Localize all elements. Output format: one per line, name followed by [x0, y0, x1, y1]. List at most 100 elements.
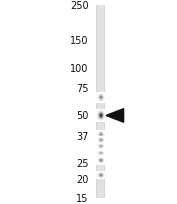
Bar [97, 114, 98, 115]
Bar [103, 113, 104, 114]
Bar [100, 114, 101, 115]
Bar [102, 118, 103, 119]
Bar [103, 121, 104, 122]
Bar [97, 101, 98, 102]
Bar [98, 95, 99, 96]
Text: 20: 20 [76, 174, 88, 184]
Text: 15: 15 [76, 193, 88, 203]
Bar [98, 112, 99, 113]
Bar [100, 116, 101, 117]
Bar [99, 93, 100, 94]
Bar [101, 120, 102, 121]
Bar [102, 97, 103, 98]
Bar [99, 113, 100, 114]
Bar [102, 98, 103, 99]
Bar [104, 116, 105, 117]
Bar [103, 100, 104, 101]
Bar [101, 117, 102, 118]
Bar [100, 112, 101, 113]
Bar [101, 110, 102, 111]
Bar [97, 6, 104, 198]
Bar [99, 117, 100, 118]
Bar [97, 115, 98, 116]
Bar [101, 113, 102, 114]
Bar [98, 102, 99, 103]
Bar [103, 101, 104, 102]
Bar [103, 119, 104, 120]
Bar [103, 116, 104, 117]
Bar [101, 93, 102, 94]
Bar [99, 98, 100, 99]
Bar [96, 120, 97, 121]
Text: 75: 75 [76, 83, 88, 93]
Bar [97, 116, 98, 117]
Bar [104, 102, 105, 103]
Bar [96, 114, 97, 115]
Bar [100, 98, 101, 99]
Bar [103, 96, 104, 97]
Bar [98, 94, 99, 95]
Bar [98, 96, 99, 97]
Text: 25: 25 [76, 158, 88, 168]
Bar [96, 97, 97, 98]
Bar [100, 117, 101, 118]
Bar [99, 115, 100, 116]
Bar [99, 97, 100, 98]
Bar [101, 97, 102, 98]
Bar [103, 111, 104, 112]
Bar [100, 102, 101, 103]
Bar [102, 100, 103, 101]
Bar [102, 121, 103, 122]
Bar [103, 98, 104, 99]
Bar [103, 102, 104, 103]
Bar [97, 99, 98, 100]
Bar [96, 93, 97, 94]
Bar [104, 94, 105, 95]
Bar [101, 99, 102, 100]
Bar [97, 112, 98, 113]
Bar [103, 97, 104, 98]
Bar [104, 100, 105, 101]
Bar [100, 111, 101, 112]
Bar [100, 96, 101, 97]
Bar [99, 114, 100, 115]
Bar [104, 101, 105, 102]
Bar [98, 115, 99, 116]
Text: 37: 37 [76, 132, 88, 142]
Bar [98, 121, 99, 122]
Bar [98, 97, 99, 98]
Bar [102, 116, 103, 117]
Text: 250: 250 [70, 1, 88, 11]
Bar [103, 117, 104, 118]
Bar [100, 118, 101, 119]
Bar [103, 94, 104, 95]
Bar [96, 116, 97, 117]
Bar [99, 110, 100, 111]
Bar [97, 100, 98, 101]
Bar [98, 98, 99, 99]
Bar [101, 96, 102, 97]
Bar [96, 94, 97, 95]
Bar [101, 118, 102, 119]
Bar [102, 102, 103, 103]
Bar [102, 119, 103, 120]
Text: 50: 50 [76, 111, 88, 121]
Bar [101, 100, 102, 101]
Bar [104, 117, 105, 118]
Bar [97, 93, 98, 94]
Bar [103, 93, 104, 94]
Bar [102, 99, 103, 100]
Bar [102, 113, 103, 114]
Text: 100: 100 [70, 63, 88, 73]
Bar [99, 119, 100, 120]
Bar [100, 93, 101, 94]
Bar [103, 110, 104, 111]
Bar [100, 119, 101, 120]
Bar [97, 120, 98, 121]
Bar [104, 121, 105, 122]
Bar [100, 97, 101, 98]
Bar [98, 119, 99, 120]
Bar [101, 101, 102, 102]
Bar [96, 118, 97, 119]
Bar [100, 95, 101, 96]
